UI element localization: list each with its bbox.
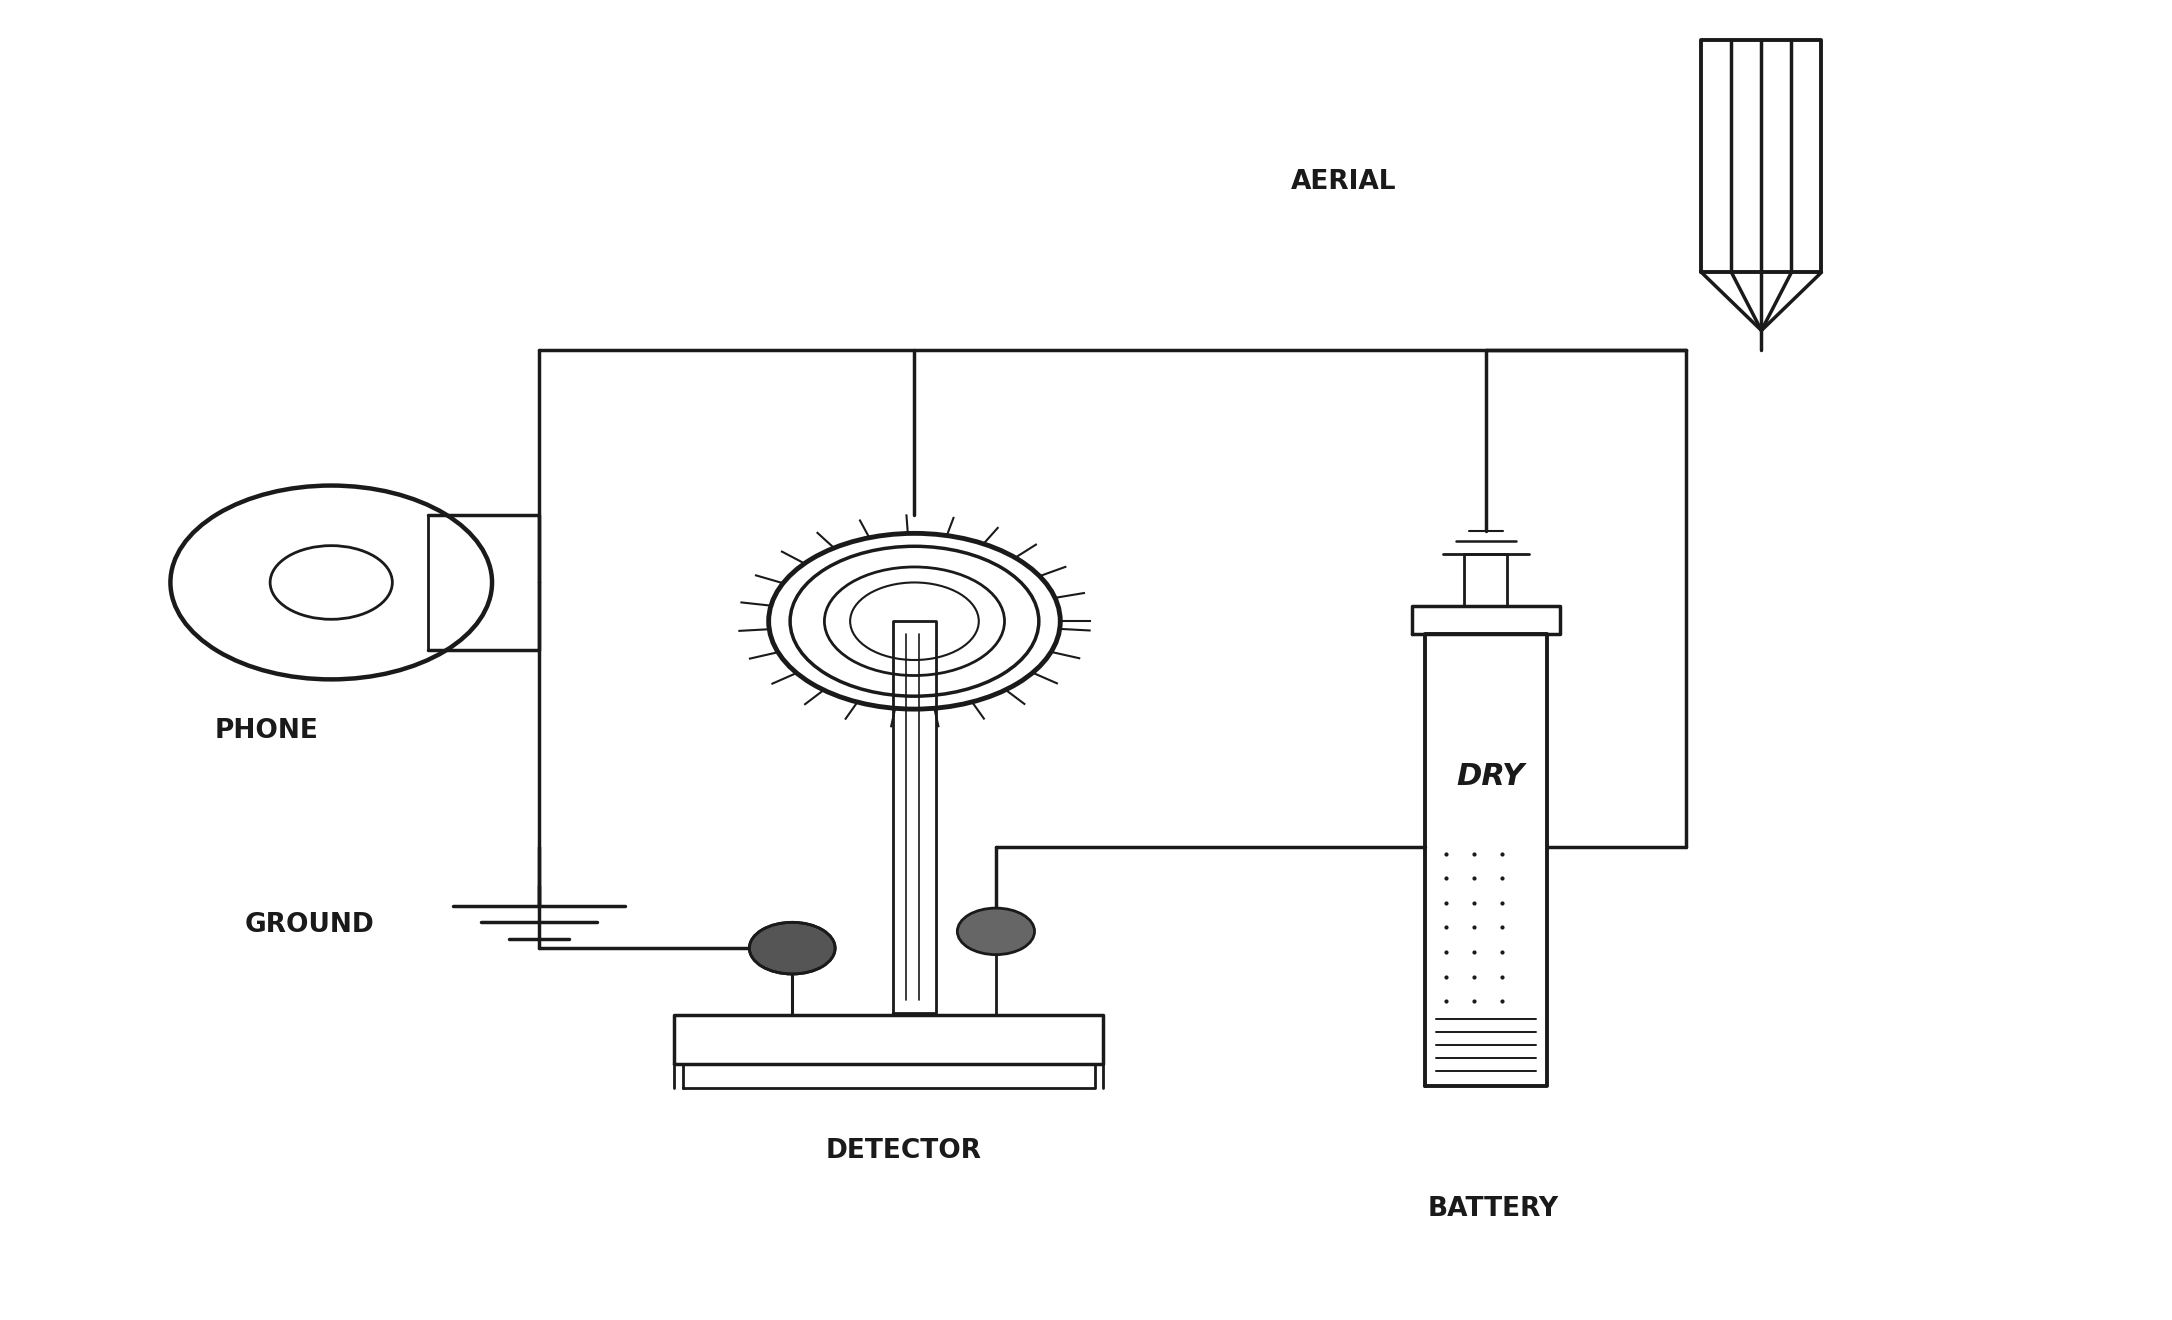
Text: BATTERY: BATTERY	[1427, 1196, 1559, 1222]
Text: DRY: DRY	[1455, 762, 1525, 791]
Text: DETECTOR: DETECTOR	[825, 1138, 982, 1164]
Text: GROUND: GROUND	[245, 912, 374, 939]
Text: PHONE: PHONE	[215, 718, 319, 744]
Circle shape	[958, 908, 1034, 954]
Text: AERIAL: AERIAL	[1290, 169, 1397, 195]
Circle shape	[749, 923, 834, 974]
